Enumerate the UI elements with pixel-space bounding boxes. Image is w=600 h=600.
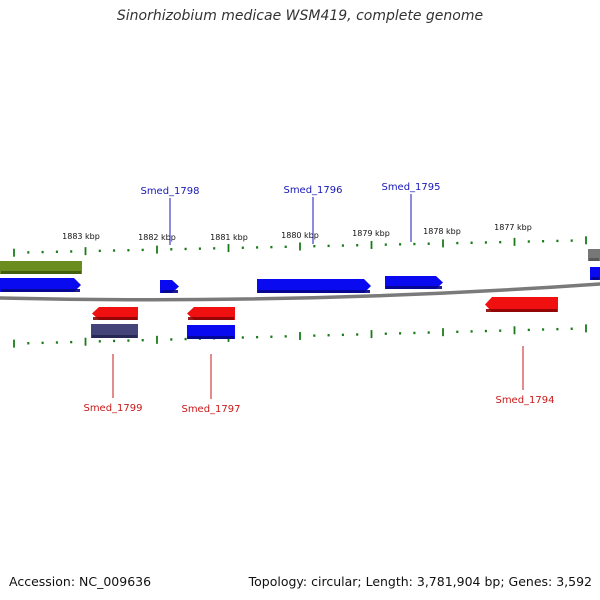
gene-feature-other-reverse[interactable] <box>91 324 138 338</box>
gene-feature-forward[interactable] <box>590 267 600 280</box>
gene-feature-other-forward[interactable] <box>0 261 82 274</box>
gene-labels: Smed_1798 Smed_1796 Smed_1795 Smed_1799 Smed… <box>83 182 554 415</box>
tick-marks: 1883 kbp 1882 kbp 1881 kbp 1880 kbp 1879 kbp… <box>13 223 587 348</box>
gene-label-reverse[interactable]: Smed_1799 <box>83 403 142 414</box>
gene-feature-forward[interactable] <box>160 280 179 293</box>
ruler-label: 1882 kbp <box>138 233 176 242</box>
gene-feature-grey[interactable] <box>588 249 600 261</box>
gene-feature-forward[interactable] <box>385 276 443 289</box>
map-title: Sinorhizobium medicae WSM419, complete g… <box>116 8 484 24</box>
ruler-label: 1877 kbp <box>494 223 532 232</box>
genome-backbone <box>0 282 600 302</box>
gene-feature-forward[interactable] <box>187 325 235 339</box>
gene-feature-reverse[interactable] <box>187 307 235 320</box>
gene-feature-reverse[interactable] <box>485 297 558 312</box>
ruler-label: 1879 kbp <box>352 229 390 238</box>
ruler-label: 1883 kbp <box>62 232 100 241</box>
accession-text: Accession: NC_009636 <box>9 574 152 589</box>
ruler-label: 1878 kbp <box>423 227 461 236</box>
gene-feature-forward[interactable] <box>0 278 81 292</box>
gene-label-forward[interactable]: Smed_1795 <box>381 182 440 193</box>
ruler-label: 1881 kbp <box>210 233 248 242</box>
gene-label-reverse[interactable]: Smed_1797 <box>181 404 240 415</box>
gene-feature-forward[interactable] <box>257 279 371 293</box>
gene-label-reverse[interactable]: Smed_1794 <box>495 395 554 406</box>
gene-feature-reverse[interactable] <box>92 307 138 320</box>
gene-features <box>0 249 600 339</box>
genome-summary-text: Topology: circular; Length: 3,781,904 bp… <box>248 574 592 589</box>
ruler-label: 1880 kbp <box>281 231 319 240</box>
gene-label-forward[interactable]: Smed_1798 <box>140 186 199 197</box>
gene-label-forward[interactable]: Smed_1796 <box>283 185 342 196</box>
